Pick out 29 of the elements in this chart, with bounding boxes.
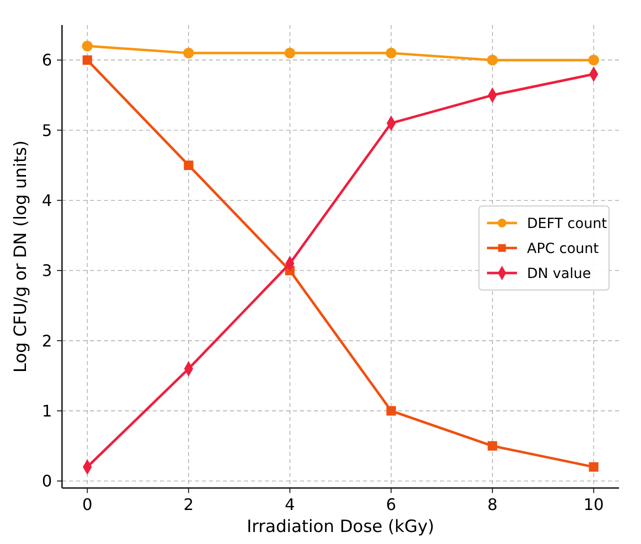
point xyxy=(183,48,194,58)
point xyxy=(284,48,296,58)
x-tick-label: 6 xyxy=(386,495,396,514)
x-tick-label: 8 xyxy=(487,495,498,514)
y-tick-label: 5 xyxy=(42,120,52,140)
x-tick-label: 4 xyxy=(284,495,295,514)
x-tick-label: 10 xyxy=(584,495,604,514)
point xyxy=(184,160,194,170)
x-tick-label: 0 xyxy=(82,495,92,514)
y-tick-label: 0 xyxy=(42,472,52,491)
y-tick-label: 4 xyxy=(42,190,52,210)
x-tick-label: 2 xyxy=(183,495,194,514)
x-axis-title: Irradiation Dose (kGy) xyxy=(246,517,434,537)
point xyxy=(386,406,396,416)
point xyxy=(588,54,600,66)
point xyxy=(488,441,498,451)
point xyxy=(82,55,92,65)
point xyxy=(588,462,598,472)
y-tick-label: 6 xyxy=(42,50,52,70)
point xyxy=(487,54,498,66)
legend-label: DEFT count xyxy=(527,216,608,232)
y-tick-label: 2 xyxy=(42,331,52,350)
y-tick-label: 1 xyxy=(42,401,52,420)
point xyxy=(386,48,396,58)
legend-label: APC count xyxy=(527,240,600,257)
y-tick-label: 3 xyxy=(42,261,52,280)
point xyxy=(82,40,93,52)
y-axis-title: Log CFU/g or DN (log units) xyxy=(11,140,31,373)
legend-label: DN value xyxy=(527,266,591,282)
